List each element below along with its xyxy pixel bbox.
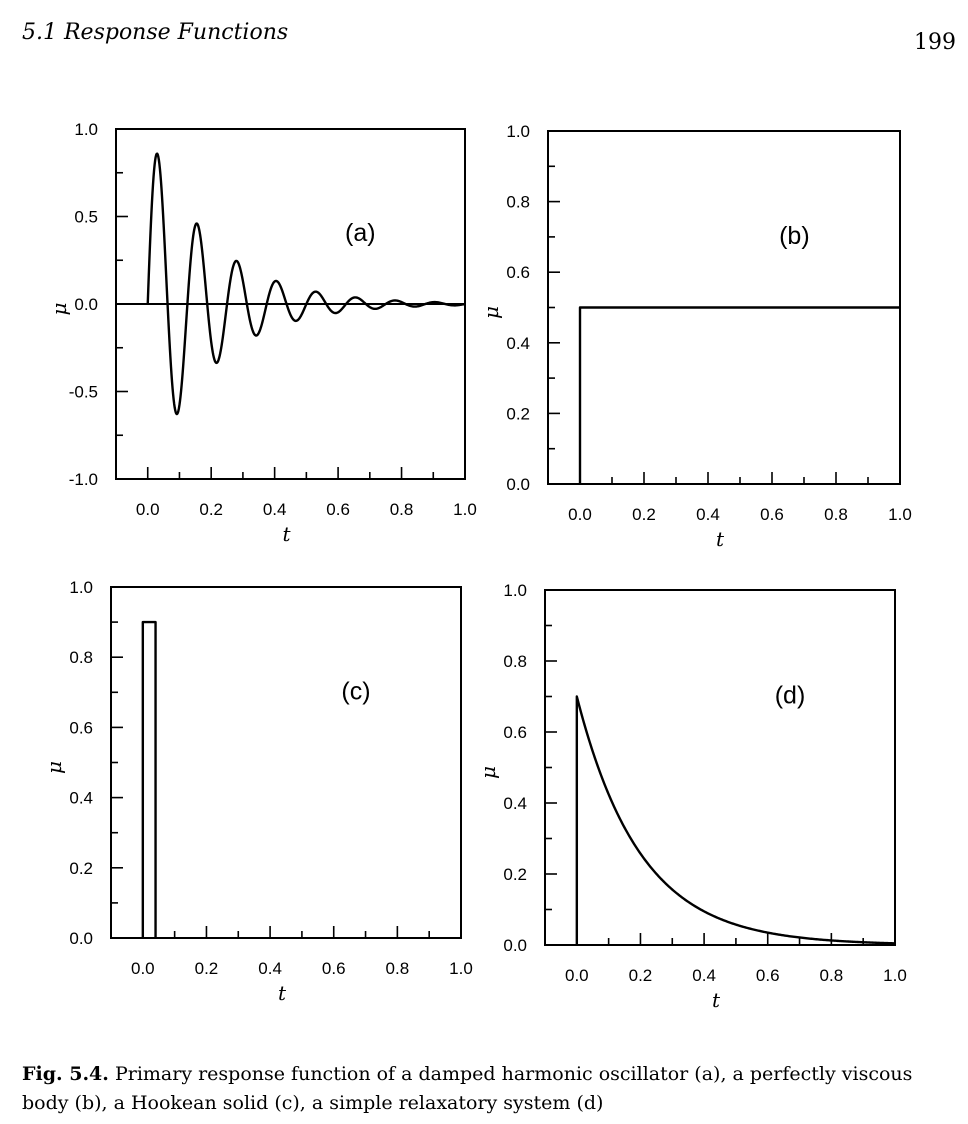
x-tick-label: 0.8 <box>820 966 844 985</box>
y-tick-label: 0.2 <box>69 859 93 878</box>
series-line <box>141 620 157 938</box>
x-tick-label: 0.2 <box>195 959 219 978</box>
x-tick-label: 0.4 <box>258 959 282 978</box>
x-tick-label: 0.6 <box>326 500 350 519</box>
y-tick-label: 1.0 <box>69 578 93 597</box>
x-tick-label: 0.6 <box>760 505 784 524</box>
figure-caption-text: Primary response function of a damped ha… <box>22 1063 913 1114</box>
panel-label: (c) <box>341 677 370 705</box>
x-axis-label: t <box>278 981 287 1005</box>
series-line <box>146 152 466 416</box>
y-axis-label: μ <box>42 761 66 774</box>
page-number: 199 <box>914 30 956 55</box>
y-axis-label: μ <box>47 303 71 316</box>
y-tick-label: 0.8 <box>69 648 93 667</box>
y-tick-label: 0.4 <box>503 794 527 813</box>
x-tick-label: 0.8 <box>824 505 848 524</box>
x-tick-label: 1.0 <box>449 959 473 978</box>
y-tick-label: 0.0 <box>503 936 527 955</box>
chart-panel-b: 0.0 0.2 0.4 0.6 0.8 1.0 0.0 0.2 0.4 0.6 0.8 1.0 t μ (b… <box>479 122 912 551</box>
y-tick-label: 0.4 <box>69 789 93 808</box>
figure-label: Fig. 5.4. <box>22 1063 109 1085</box>
y-tick-label: 0.8 <box>503 652 527 671</box>
chart-panel-c: 0.0 0.2 0.4 0.6 0.8 1.0 0.0 0.2 0.4 0.6 0.8 1.0 t μ (c… <box>42 578 473 1005</box>
x-tick-label: 0.2 <box>632 505 656 524</box>
x-tick-label: 0.0 <box>565 966 589 985</box>
y-tick-label: 0.2 <box>503 865 527 884</box>
x-tick-label: 1.0 <box>453 500 477 519</box>
y-tick-label: 0.0 <box>69 929 93 948</box>
chart-panel-a: 0.0 0.2 0.4 0.6 0.8 1.0 -1.0 -0.5 0.0 0.5 1.0 t μ (a) <box>47 120 477 546</box>
x-tick-label: 0.0 <box>568 505 592 524</box>
y-tick-label: 0.5 <box>74 208 98 227</box>
y-axis-label: μ <box>479 306 503 319</box>
y-tick-label: 0.6 <box>506 263 530 282</box>
x-axis-label: t <box>712 988 721 1012</box>
x-tick-label: 0.2 <box>199 500 223 519</box>
x-tick-label: 0.2 <box>629 966 653 985</box>
y-tick-label: 1.0 <box>503 581 527 600</box>
x-tick-label: 0.4 <box>263 500 287 519</box>
running-header-section: 5.1 Response Functions <box>22 20 289 45</box>
x-tick-label: 0.0 <box>136 500 160 519</box>
chart-panel-d: 0.0 0.2 0.4 0.6 0.8 1.0 0.0 0.2 0.4 0.6 0.8 1.0 t μ (d… <box>476 581 907 1012</box>
y-tick-label: 0.6 <box>69 718 93 737</box>
x-tick-label: 0.8 <box>386 959 410 978</box>
panel-label: (b) <box>779 222 810 250</box>
y-tick-label: 0.0 <box>74 295 98 314</box>
x-tick-label: 0.8 <box>390 500 414 519</box>
y-tick-label: -1.0 <box>69 470 98 489</box>
y-tick-label: 0.2 <box>506 404 530 423</box>
y-tick-label: 0.6 <box>503 723 527 742</box>
figure-caption: Fig. 5.4. Primary response function of a… <box>22 1060 952 1118</box>
panel-label: (a) <box>345 219 376 247</box>
y-tick-label: 0.0 <box>506 475 530 494</box>
x-tick-label: 0.6 <box>756 966 780 985</box>
x-tick-label: 0.0 <box>131 959 155 978</box>
x-tick-label: 1.0 <box>888 505 912 524</box>
x-tick-label: 0.4 <box>696 505 720 524</box>
series-line <box>575 695 896 945</box>
y-tick-label: 0.4 <box>506 334 530 353</box>
y-axis-label: μ <box>476 766 500 779</box>
x-axis-label: t <box>716 527 725 551</box>
series-line <box>578 306 900 484</box>
x-tick-label: 0.4 <box>692 966 716 985</box>
x-tick-label: 1.0 <box>883 966 907 985</box>
y-tick-label: 1.0 <box>74 120 98 139</box>
panel-label: (d) <box>775 682 806 710</box>
x-tick-label: 0.6 <box>322 959 346 978</box>
y-tick-label: 1.0 <box>506 122 530 141</box>
y-tick-label: 0.8 <box>506 193 530 212</box>
y-tick-label: -0.5 <box>69 383 98 402</box>
x-axis-label: t <box>282 522 291 546</box>
